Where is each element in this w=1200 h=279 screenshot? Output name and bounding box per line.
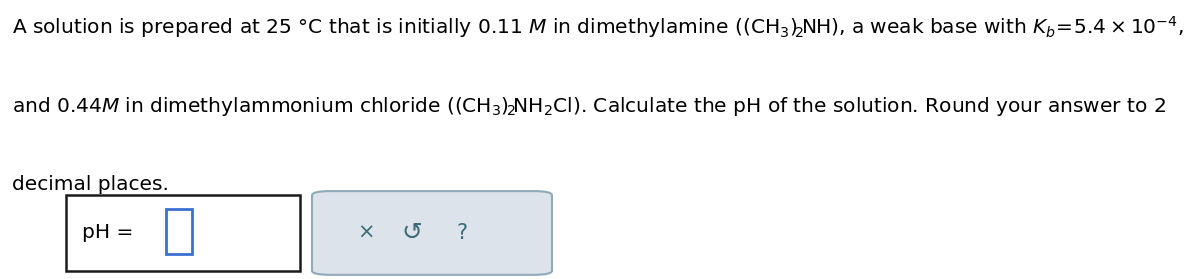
Text: pH =: pH =: [82, 223, 139, 242]
Text: A solution is prepared at 25 °C that is initially 0.11 $M$ in dimethylamine $\le: A solution is prepared at 25 °C that is …: [12, 14, 1183, 40]
Text: ?: ?: [456, 223, 468, 243]
Text: ↺: ↺: [401, 221, 422, 245]
Text: and 0.44$M$ in dimethylammonium chloride $\left(\left(\mathrm{CH_3}\right)_{\!2}: and 0.44$M$ in dimethylammonium chloride…: [12, 95, 1166, 118]
Text: decimal places.: decimal places.: [12, 175, 169, 194]
FancyBboxPatch shape: [166, 209, 192, 254]
Text: ×: ×: [358, 223, 374, 243]
FancyBboxPatch shape: [312, 191, 552, 275]
FancyBboxPatch shape: [66, 195, 300, 271]
